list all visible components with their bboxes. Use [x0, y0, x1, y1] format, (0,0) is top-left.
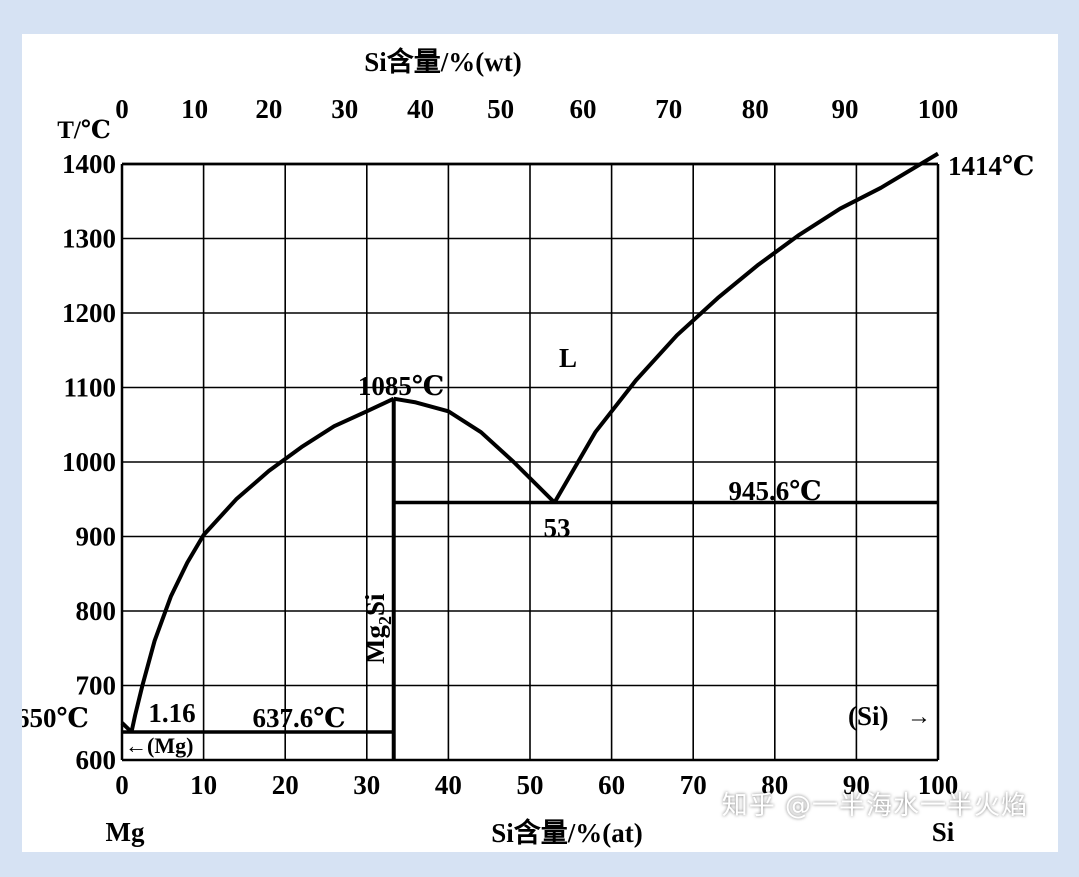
- y-tick-label: 1100: [63, 373, 116, 403]
- mg2si-label: Mg2Si: [360, 593, 395, 664]
- left-element-label: Mg: [106, 817, 145, 847]
- eutectic-mg-comp-label: 1.16: [148, 698, 195, 728]
- top-tick-label: 40: [407, 94, 434, 124]
- top-tick-label: 10: [181, 94, 208, 124]
- top-tick-label: 90: [831, 94, 858, 124]
- bottom-axis-title: Si含量/%(at): [491, 817, 643, 848]
- mg2si-base: Mg: [360, 625, 390, 664]
- bottom-tick-label: 90: [843, 770, 870, 800]
- right-element-label: Si: [932, 817, 955, 847]
- liquid-label: L: [559, 343, 577, 373]
- top-tick-label: 80: [742, 94, 769, 124]
- top-tick-label: 20: [255, 94, 282, 124]
- top-tick-label: 50: [487, 94, 514, 124]
- bottom-tick-label: 60: [598, 770, 625, 800]
- eutectic-mg-temp-label: 637.6℃: [252, 703, 345, 733]
- grid: [120, 162, 940, 762]
- bottom-tick-label: 80: [761, 770, 788, 800]
- series-liquidus-si-side: [552, 151, 940, 504]
- bottom-tick-label: 100: [918, 770, 959, 800]
- top-tick-label: 0: [115, 94, 129, 124]
- mg2si-sub: 2: [375, 616, 395, 625]
- top-tick-label: 70: [655, 94, 682, 124]
- top-axis-title: Si含量/%(wt): [364, 46, 522, 77]
- bottom-tick-label: 20: [272, 770, 299, 800]
- chart-frame: 600 700 800 900 1000 1100 1200 1300 1400 0 10 20 30 4…: [22, 34, 1058, 852]
- series-liquidus-mg2si-side: [393, 396, 556, 504]
- mg-phase-label: ←(Mg): [125, 733, 193, 758]
- mg-melting-label: 650℃: [22, 703, 89, 733]
- bottom-tick-label: 50: [517, 770, 544, 800]
- si-phase-arrow: →: [907, 704, 931, 730]
- y-tick-label: 800: [76, 596, 117, 626]
- bottom-tick-label: 30: [353, 770, 380, 800]
- eutectic-si-comp-label: 53: [544, 513, 571, 543]
- svg-text:Mg2Si: Mg2Si: [360, 593, 395, 664]
- bottom-tick-label: 40: [435, 770, 462, 800]
- top-tick-label: 60: [570, 94, 597, 124]
- phase-lines: [122, 398, 938, 760]
- bottom-tick-label: 70: [680, 770, 707, 800]
- top-tick-label: 100: [918, 94, 959, 124]
- series-liquidus-mg-side: [129, 396, 395, 733]
- y-axis-title: T/℃: [57, 117, 111, 144]
- y-tick-label: 900: [76, 522, 117, 552]
- watermark: 知乎 @一半海水一半火焰: [721, 791, 1028, 821]
- si-phase-label: (Si): [848, 701, 889, 731]
- top-tick-label: 30: [331, 94, 358, 124]
- y-tick-label: 600: [76, 745, 117, 775]
- mg2si-max-label: 1085℃: [358, 371, 444, 401]
- bottom-tick-label: 10: [190, 770, 217, 800]
- y-tick-label: 700: [76, 671, 117, 701]
- y-tick-label: 1300: [62, 224, 116, 254]
- y-tick-label: 1400: [62, 149, 116, 179]
- eutectic-si-temp-label: 945.6℃: [728, 476, 821, 506]
- y-tick-label: 1000: [62, 447, 116, 477]
- si-melting-label: 1414℃: [948, 151, 1034, 181]
- y-tick-label: 1200: [62, 298, 116, 328]
- mg2si-tail: Si: [360, 593, 390, 616]
- bottom-tick-label: 0: [115, 770, 129, 800]
